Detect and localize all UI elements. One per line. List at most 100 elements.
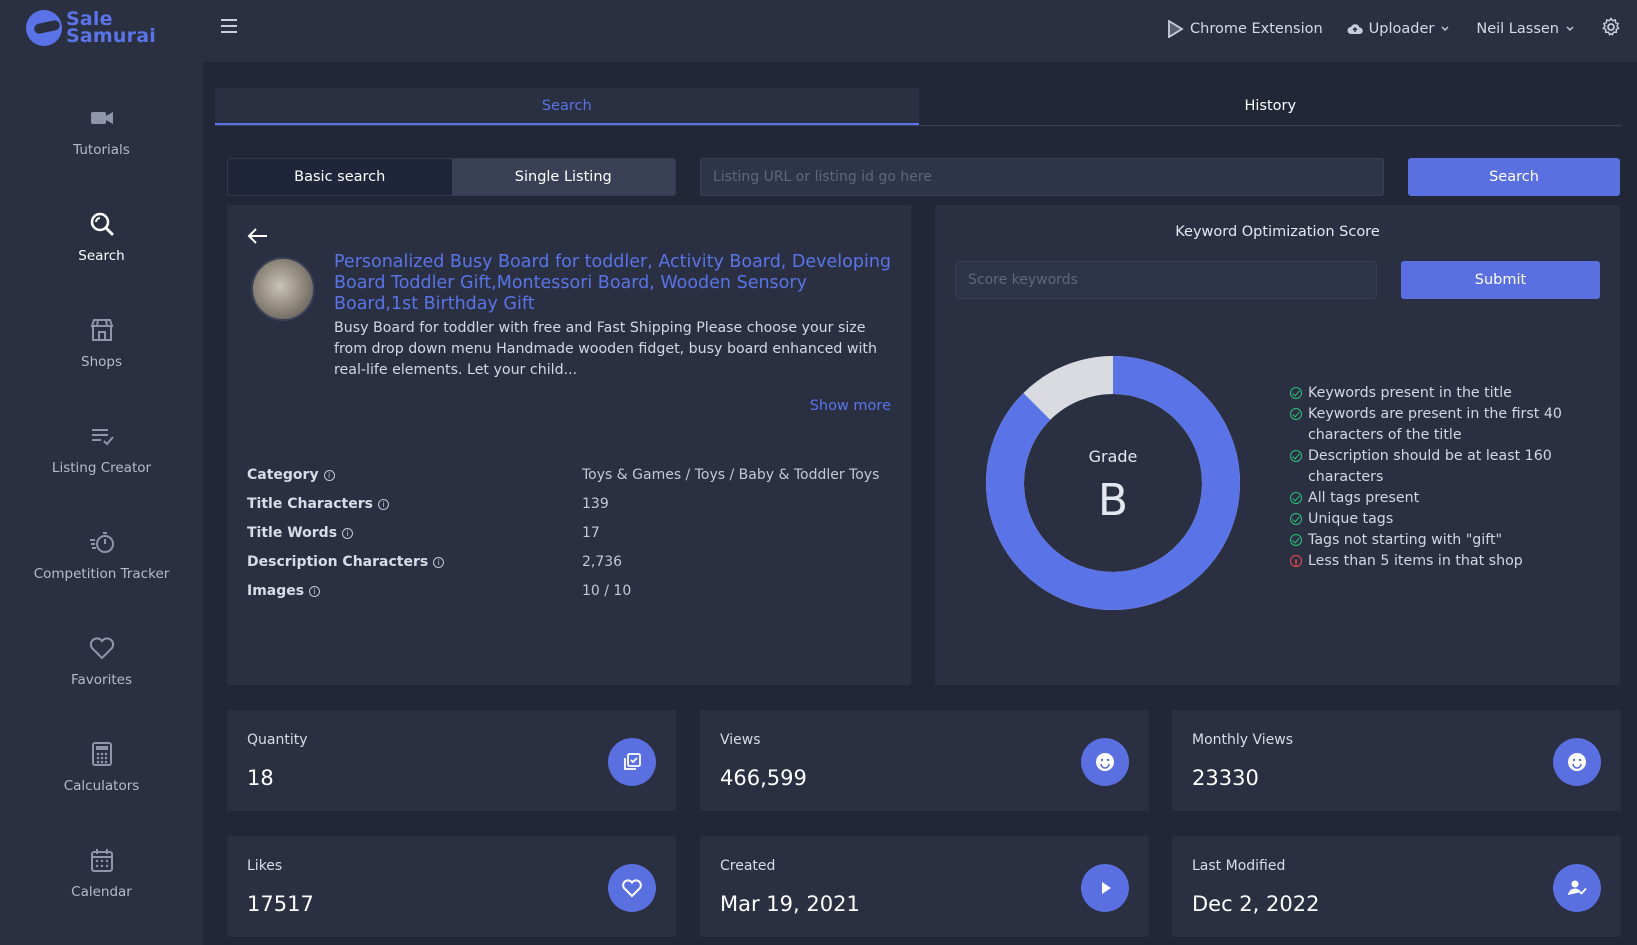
stat-card-quantity: Quantity 18 — [227, 710, 676, 811]
sidebar: Sale Samurai Tutorials Search Shops List… — [0, 0, 203, 945]
stat-label: Views — [720, 732, 761, 748]
sidebar-item-search[interactable]: Search — [0, 210, 203, 264]
attribute-row: Title Characters i 139 — [247, 496, 887, 512]
stat-label: Created — [720, 858, 776, 874]
info-icon[interactable]: i — [342, 527, 354, 539]
attribute-value: 139 — [582, 496, 609, 512]
sidebar-item-label: Tutorials — [73, 142, 130, 158]
cloud-upload-icon — [1347, 24, 1363, 34]
user-check-icon — [1553, 864, 1601, 912]
sidebar-item-label: Calculators — [63, 778, 140, 794]
stat-card-likes: Likes 17517 — [227, 836, 676, 937]
listing-url-input[interactable] — [700, 158, 1384, 196]
logo-mark-icon — [26, 10, 62, 46]
sidebar-item-competition-tracker[interactable]: Competition Tracker — [0, 528, 203, 582]
chrome-extension-link[interactable]: Chrome Extension — [1166, 20, 1323, 38]
stat-value: 23330 — [1192, 766, 1259, 790]
grade-value: B — [1098, 475, 1128, 526]
info-icon[interactable]: i — [309, 585, 321, 597]
score-checklist: Keywords present in the title Keywords a… — [1290, 383, 1580, 572]
stat-card-monthly-views: Monthly Views 23330 — [1172, 710, 1621, 811]
attribute-value: 17 — [582, 525, 600, 541]
sidebar-item-label: Shops — [81, 354, 122, 370]
stat-card-last-modified: Last Modified Dec 2, 2022 — [1172, 836, 1621, 937]
settings-gear-icon[interactable] — [1601, 17, 1621, 41]
uploader-dropdown[interactable]: Uploader — [1347, 21, 1453, 37]
attribute-key: Title Words i — [247, 525, 582, 541]
topbar — [203, 0, 1637, 62]
check-circle-icon — [1290, 408, 1302, 420]
stat-value: 18 — [247, 766, 274, 790]
attribute-value: 10 / 10 — [582, 583, 632, 599]
sidebar-item-tutorials[interactable]: Tutorials — [0, 104, 203, 158]
stopwatch-icon — [88, 528, 116, 556]
attribute-row: Description Characters i 2,736 — [247, 554, 887, 570]
basic-search-button[interactable]: Basic search — [228, 159, 452, 195]
stat-value: Dec 2, 2022 — [1192, 892, 1320, 916]
listing-details-card: Personalized Busy Board for toddler, Act… — [227, 205, 911, 685]
stat-card-created: Created Mar 19, 2021 — [700, 836, 1149, 937]
info-icon[interactable]: i — [433, 556, 445, 568]
calculator-icon — [88, 740, 116, 768]
brand-logo[interactable]: Sale Samurai — [26, 10, 156, 46]
attribute-value: 2,736 — [582, 554, 623, 570]
calendar-icon — [88, 846, 116, 874]
donut-filled-arc — [986, 356, 1240, 610]
play-outline-icon — [1168, 20, 1184, 38]
topbar-actions: Chrome Extension Uploader Neil Lassen — [1166, 0, 1637, 58]
user-dropdown[interactable]: Neil Lassen — [1476, 21, 1577, 37]
sidebar-item-calendar[interactable]: Calendar — [0, 846, 203, 900]
search-button[interactable]: Search — [1408, 158, 1620, 196]
copy-check-icon — [608, 738, 656, 786]
checklist-item: Keywords present in the title — [1290, 383, 1580, 404]
brand-name: Sale Samurai — [66, 8, 156, 47]
attribute-row: Title Words i 17 — [247, 525, 887, 541]
list-check-icon — [88, 422, 116, 450]
tab-search[interactable]: Search — [215, 88, 919, 125]
stat-value: Mar 19, 2021 — [720, 892, 860, 916]
search-mode-toggle: Basic search Single Listing — [227, 158, 676, 196]
sidebar-item-calculators[interactable]: Calculators — [0, 740, 203, 794]
checklist-item: All tags present — [1290, 488, 1580, 509]
listing-title[interactable]: Personalized Busy Board for toddler, Act… — [334, 252, 892, 314]
stat-label: Quantity — [247, 732, 308, 748]
heart-icon — [608, 864, 656, 912]
video-camera-icon — [88, 104, 116, 132]
search-icon — [88, 210, 116, 238]
chrome-extension-label: Chrome Extension — [1190, 21, 1323, 37]
sidebar-item-label: Listing Creator — [51, 460, 152, 476]
check-circle-icon — [1290, 534, 1302, 546]
sidebar-item-shops[interactable]: Shops — [0, 316, 203, 370]
attribute-row: Category i Toys & Games / Toys / Baby & T… — [247, 467, 887, 483]
single-listing-button[interactable]: Single Listing — [451, 159, 675, 195]
sidebar-item-label: Competition Tracker — [33, 566, 170, 582]
score-keywords-input[interactable] — [955, 261, 1377, 299]
stat-card-views: Views 466,599 — [700, 710, 1149, 811]
checklist-item: Less than 5 items in that shop — [1290, 551, 1580, 572]
attribute-row: Images i 10 / 10 — [247, 583, 887, 599]
checklist-item: Keywords are present in the first 40 cha… — [1290, 404, 1580, 446]
menu-toggle-icon[interactable] — [221, 19, 237, 33]
attribute-key: Category i — [247, 467, 582, 483]
submit-button[interactable]: Submit — [1401, 261, 1600, 299]
show-more-link[interactable]: Show more — [809, 398, 891, 414]
stat-value: 17517 — [247, 892, 314, 916]
info-icon[interactable]: i — [323, 469, 335, 481]
sidebar-item-listing-creator[interactable]: Listing Creator — [0, 422, 203, 476]
tab-history[interactable]: History — [1244, 98, 1297, 114]
user-name: Neil Lassen — [1476, 21, 1559, 37]
checklist-item: Tags not starting with "gift" — [1290, 530, 1580, 551]
attribute-key: Description Characters i — [247, 554, 582, 570]
listing-thumbnail[interactable] — [251, 257, 315, 321]
main-tabs: Search History — [215, 88, 1622, 126]
heart-icon — [88, 634, 116, 662]
sidebar-item-favorites[interactable]: Favorites — [0, 634, 203, 688]
sidebar-item-label: Calendar — [71, 884, 132, 900]
stat-label: Likes — [247, 858, 283, 874]
back-arrow-icon[interactable] — [247, 227, 269, 249]
info-icon[interactable]: i — [377, 498, 389, 510]
check-circle-icon — [1290, 450, 1302, 462]
keyword-score-card: Keyword Optimization Score Submit Grade … — [935, 205, 1620, 685]
smile-icon — [1081, 738, 1129, 786]
stat-value: 466,599 — [720, 766, 807, 790]
